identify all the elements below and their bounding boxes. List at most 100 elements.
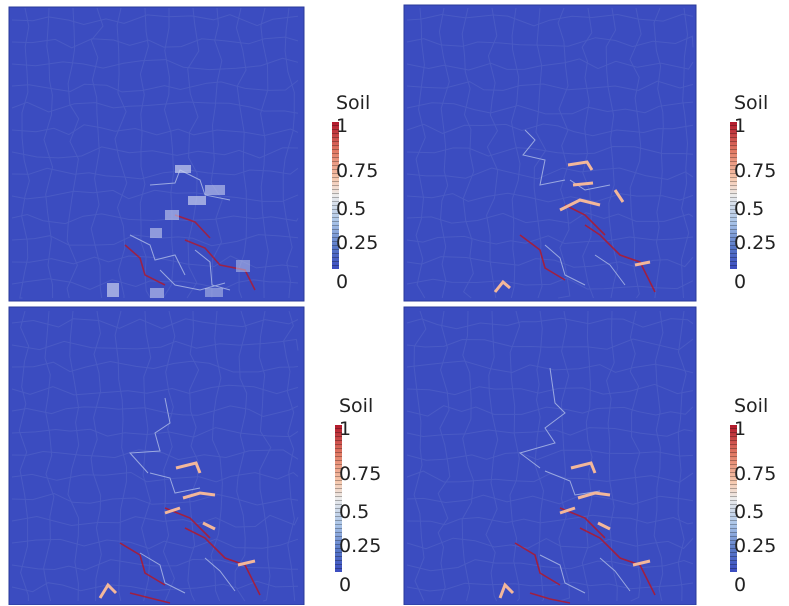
network-edge (406, 235, 694, 245)
network-edge (510, 7, 521, 299)
network-edge (406, 101, 694, 115)
network-edge (606, 310, 618, 602)
network-edge (283, 310, 296, 602)
network-edge (509, 310, 521, 602)
colorbar: Soil 1 0.75 0.5 0.25 0 (724, 92, 784, 292)
tick-075: 0.75 (734, 463, 777, 485)
tick-075: 0.75 (339, 463, 382, 485)
tick-025: 0.25 (339, 535, 382, 557)
network-edge (11, 167, 299, 180)
network-edge (11, 14, 299, 27)
saturation-field (403, 4, 697, 302)
network-edge (11, 57, 299, 71)
network-edge (11, 234, 299, 247)
tick-075: 0.75 (734, 160, 777, 182)
network-edge (406, 80, 694, 92)
network-edge (210, 7, 223, 299)
tick-05: 0.5 (336, 198, 367, 220)
panel-1: Soil 1 0.75 0.5 0.25 0 (0, 0, 395, 303)
network-edge (406, 35, 694, 48)
network-edge (11, 36, 299, 49)
network-edge (437, 310, 451, 602)
network-edge (282, 7, 295, 299)
colorbar-gradient (730, 122, 737, 269)
network-edge (605, 7, 619, 299)
network-edge (406, 405, 694, 417)
network-edge (581, 310, 593, 602)
network-edge (162, 310, 176, 602)
network-edge (260, 7, 269, 299)
network-edge (415, 7, 426, 299)
network-edge (485, 310, 499, 602)
network-edge (406, 383, 694, 396)
network-edge (162, 8, 175, 299)
network-edge (11, 492, 299, 506)
tick-0: 0 (734, 574, 747, 596)
network-edge (11, 384, 299, 396)
network-edge (486, 7, 499, 299)
colorbar-title: Soil (336, 92, 371, 114)
network-edge (680, 7, 690, 299)
colorbar-gradient (730, 425, 737, 572)
network-edge (11, 189, 299, 202)
tick-025: 0.25 (734, 232, 777, 254)
colorbar: Soil 1 0.75 0.5 0.25 0 (724, 395, 784, 595)
network-edge (90, 7, 104, 299)
colorbar: Soil 1 0.75 0.5 0.25 0 (329, 395, 389, 595)
colorbar-title: Soil (734, 395, 769, 417)
network-edge (141, 310, 152, 602)
tick-1: 1 (734, 115, 747, 137)
network-edge (406, 427, 694, 438)
network-edge (406, 559, 694, 572)
tick-0: 0 (734, 271, 747, 293)
saturation-field (8, 306, 305, 605)
network-edge (19, 7, 30, 299)
network-edge (629, 7, 642, 299)
tick-025: 0.25 (734, 535, 777, 557)
panel-2: Soil 1 0.75 0.5 0.25 0 (395, 0, 789, 303)
network-edge (18, 310, 30, 602)
network-edge (11, 580, 299, 593)
network-edge (406, 514, 694, 526)
tick-05: 0.5 (734, 501, 765, 523)
tick-05: 0.5 (734, 198, 765, 220)
tick-05: 0.5 (339, 501, 370, 523)
panel-4: Soil 1 0.75 0.5 0.25 0 (395, 303, 789, 606)
network-edge (11, 471, 299, 483)
network-edge (406, 192, 694, 203)
tick-0: 0 (336, 271, 349, 293)
tick-1: 1 (339, 418, 352, 440)
network-edge (406, 123, 694, 137)
network-edge (406, 493, 694, 505)
network-edge (139, 7, 151, 299)
network-edge (653, 310, 664, 602)
network-edge (406, 58, 694, 71)
network-edge (11, 80, 299, 93)
colorbar-title: Soil (339, 395, 374, 417)
network-edge (534, 310, 545, 602)
network-edge (258, 310, 272, 602)
network-edge (533, 7, 547, 299)
network-edge (210, 310, 223, 602)
colorbar-title: Soil (734, 92, 769, 114)
tick-1: 1 (734, 418, 747, 440)
network-edge (406, 360, 694, 374)
network-edge (406, 338, 694, 351)
network-edge (11, 124, 299, 137)
saturation-field (403, 306, 697, 605)
network-edge (11, 360, 299, 373)
network-edge (406, 167, 694, 181)
network-edge (406, 581, 694, 592)
network-edge (90, 310, 102, 602)
network-edge (11, 101, 299, 114)
saturation-field (8, 6, 305, 302)
network-edge (438, 7, 450, 299)
network-edge (406, 277, 694, 290)
network-edge (11, 338, 299, 351)
network-edge (653, 7, 664, 299)
network-edge (406, 470, 694, 483)
network-edge (677, 310, 687, 602)
network-edge (11, 278, 299, 290)
network-edge (11, 538, 299, 550)
network-edge (11, 318, 299, 329)
